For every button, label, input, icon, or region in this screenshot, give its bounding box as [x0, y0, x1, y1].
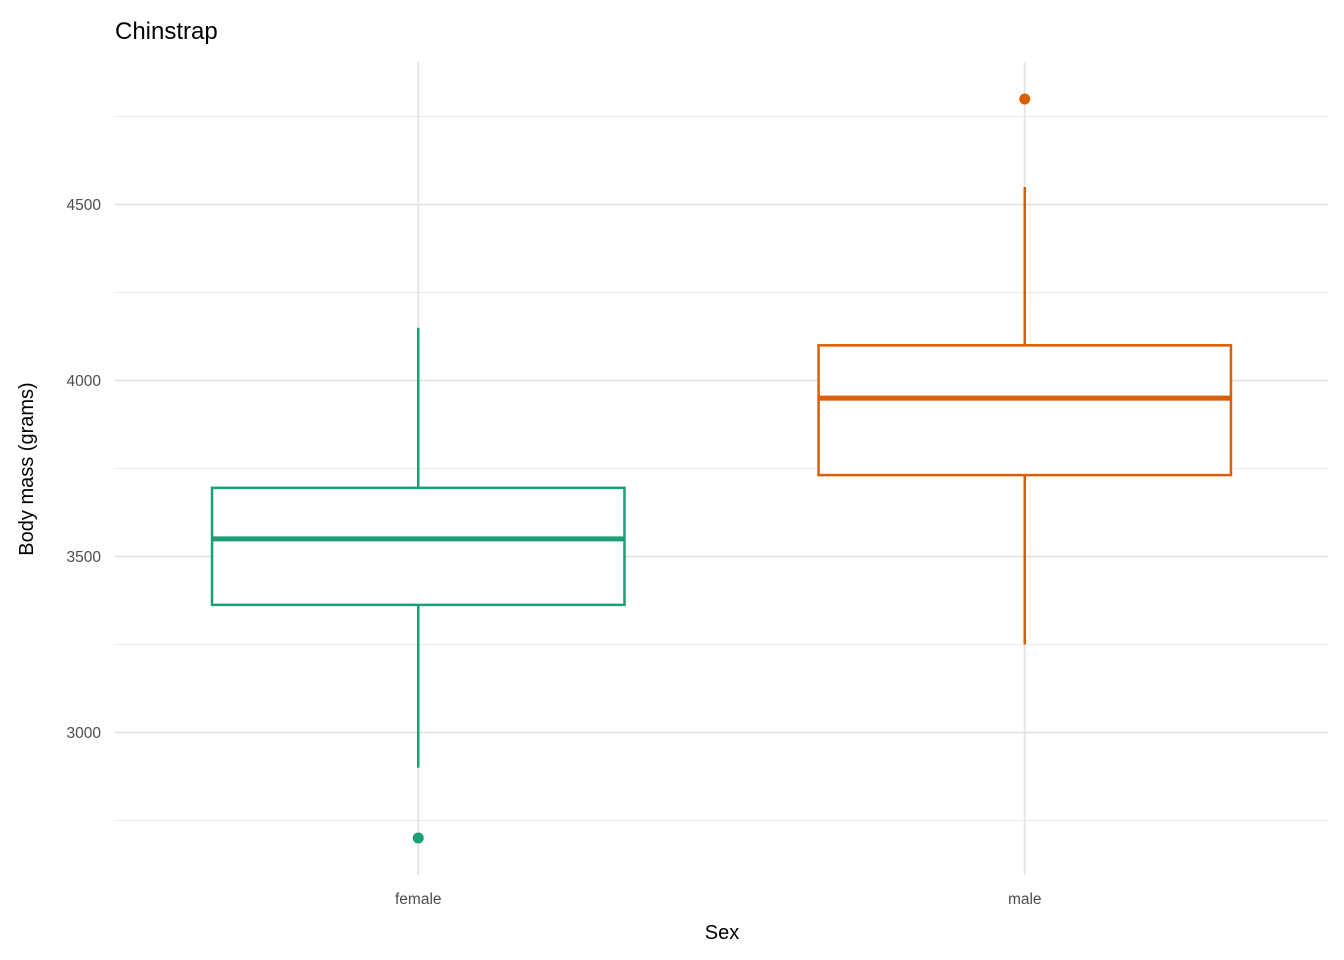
outlier-point — [1019, 93, 1031, 105]
outlier-point — [412, 832, 424, 844]
y-tick-label: 3500 — [67, 549, 102, 566]
x-tick-label: male — [1008, 891, 1042, 908]
y-axis-title: Body mass (grams) — [16, 382, 38, 555]
boxes — [210, 93, 1233, 844]
tick-labels: 3000 3500 4000 4500 female male — [67, 197, 1042, 908]
y-tick-label: 4500 — [67, 197, 102, 214]
x-tick-label: female — [395, 891, 442, 908]
chart-title: Chinstrap — [115, 18, 218, 45]
y-tick-label: 4000 — [67, 373, 102, 390]
y-tick-label: 3000 — [67, 725, 102, 742]
box-female — [210, 486, 626, 607]
box-male — [817, 344, 1233, 477]
x-axis-title: Sex — [705, 922, 739, 944]
